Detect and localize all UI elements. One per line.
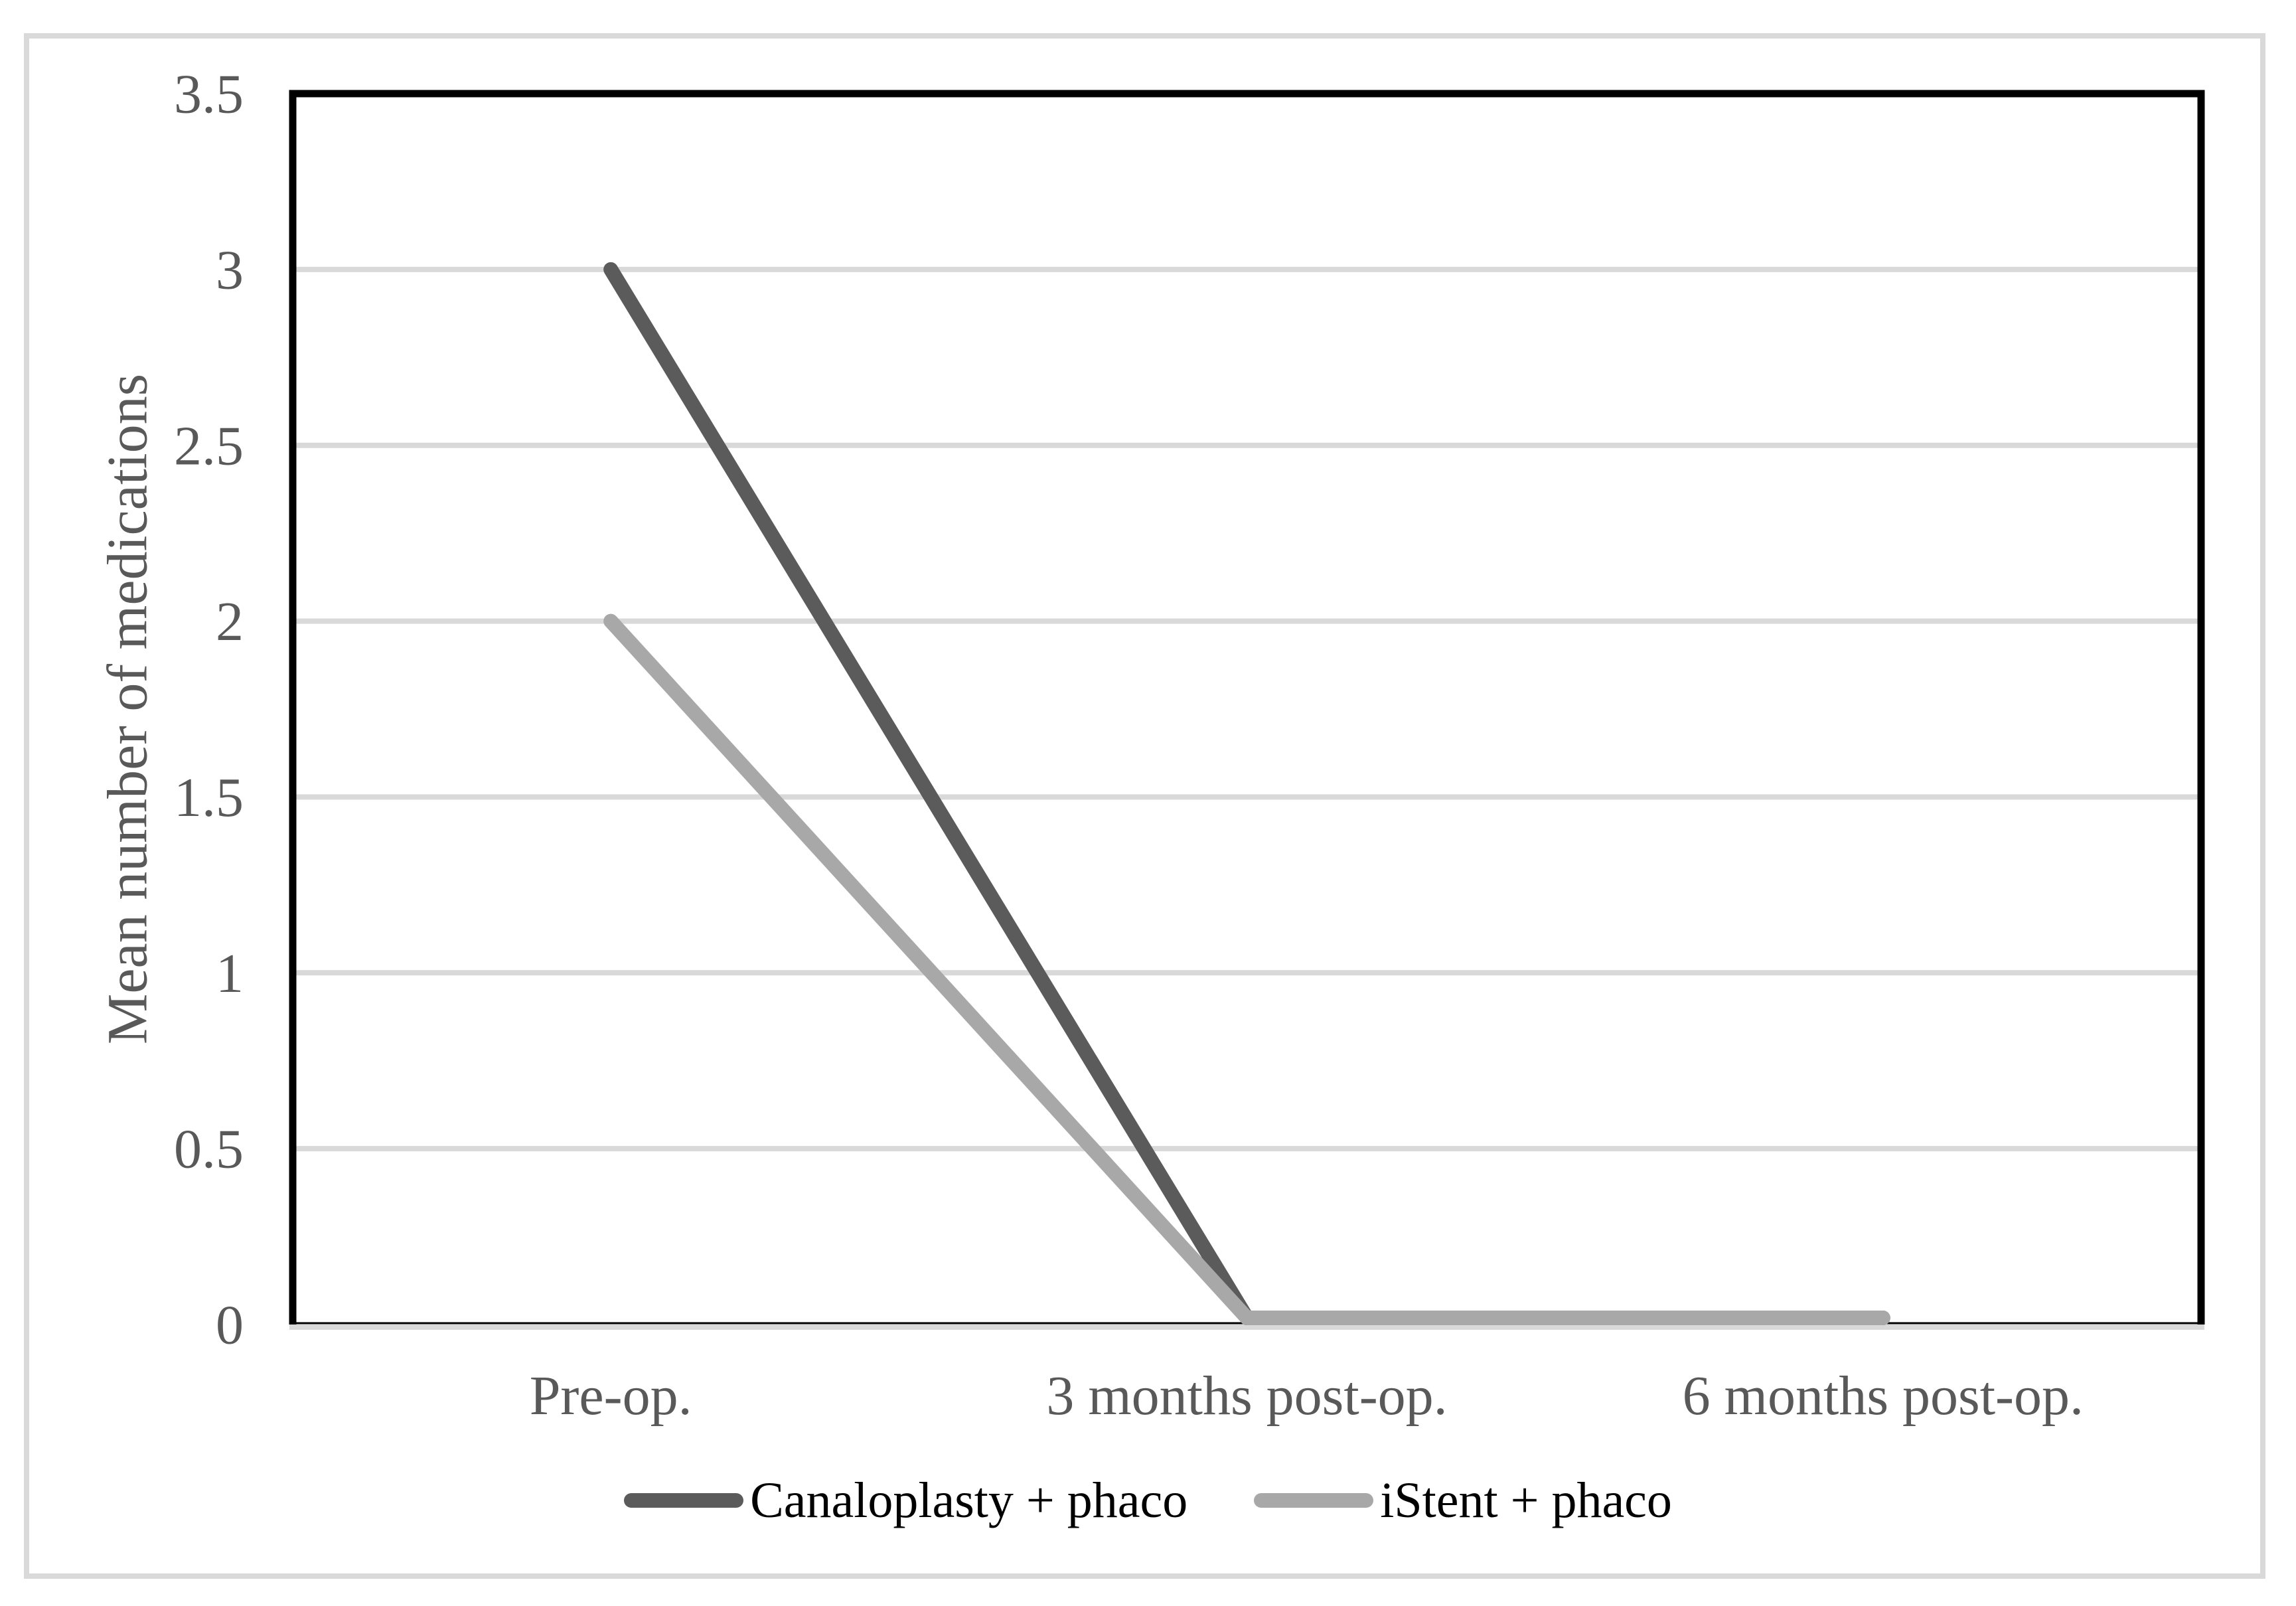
legend: Canaloplasty + phaco iStent + phaco — [0, 1473, 2296, 1528]
series-line-0 — [603, 262, 1890, 1325]
legend-line-swatch-icon — [1254, 1493, 1374, 1508]
y-axis-title: Mean number of medications — [96, 374, 159, 1044]
legend-label: iStent + phaco — [1380, 1473, 1672, 1528]
y-tick-label: 1.5 — [174, 767, 244, 829]
legend-item-1: iStent + phaco — [1254, 1475, 1672, 1526]
y-tick-label: 2.5 — [174, 415, 244, 477]
x-category-label: Pre-op. — [530, 1365, 692, 1427]
y-tick-label: 0.5 — [174, 1119, 244, 1180]
figure-border — [24, 33, 2265, 1579]
y-tick-label: 2 — [216, 591, 244, 653]
x-category-label: 3 months post-op. — [1046, 1365, 1447, 1427]
x-category-label: 6 months post-op. — [1683, 1365, 2084, 1427]
y-tick-label: 1 — [216, 943, 244, 1004]
legend-label: Canaloplasty + phaco — [750, 1473, 1188, 1528]
legend-line-swatch-icon — [624, 1493, 744, 1508]
y-tick-label: 0 — [216, 1295, 244, 1356]
plot-border — [289, 90, 2205, 1325]
series-line-1 — [603, 613, 1890, 1325]
y-tick-label: 3.5 — [174, 64, 244, 125]
legend-item-0: Canaloplasty + phaco — [624, 1475, 1187, 1526]
y-tick-label: 3 — [216, 239, 244, 301]
